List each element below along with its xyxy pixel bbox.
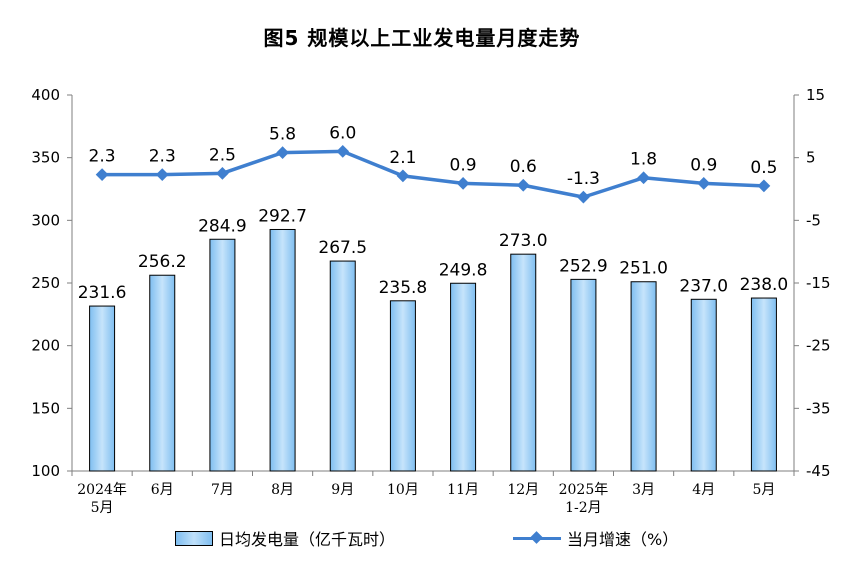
legend-bar-label: 日均发电量（亿千瓦时） — [219, 530, 396, 549]
y-right-tick-label: 5 — [806, 149, 816, 167]
x-tick-label: 2024年 — [77, 482, 127, 498]
line-data-label: -1.3 — [567, 169, 600, 189]
legend-line-label: 当月增速（%） — [567, 530, 679, 549]
growth-line — [102, 149, 764, 199]
line-data-label: 2.5 — [209, 145, 236, 165]
chart-title: 图5 规模以上工业发电量月度走势 — [263, 26, 581, 50]
bar-data-label: 284.9 — [198, 216, 247, 236]
data-labels: 231.6 256.2 284.9 292.7 267.5 235.8 249.8 273.0… — [78, 123, 789, 303]
x-tick-label: 3月 — [632, 482, 655, 498]
bar-data-label: 273.0 — [499, 231, 548, 251]
line-data-label: 2.1 — [389, 148, 416, 168]
x-tick-label: 4月 — [692, 482, 715, 498]
y-left-tick-label: 350 — [31, 149, 60, 167]
line-point-marker — [396, 169, 410, 183]
bar — [450, 282, 477, 472]
line-data-label: 2.3 — [89, 147, 116, 167]
x-tick-label: 10月 — [387, 482, 419, 498]
legend-line-swatch — [513, 531, 561, 545]
bar — [510, 253, 537, 472]
legend-bar-swatch — [175, 530, 213, 546]
bar-data-label: 231.6 — [78, 283, 127, 303]
line-point-marker — [637, 171, 650, 185]
bar-data-label: 256.2 — [138, 252, 187, 272]
x-tick-label: 5月 — [91, 500, 114, 516]
y-left-tick-label: 200 — [31, 337, 60, 355]
y-right-tick-label: -35 — [806, 399, 831, 417]
bar-data-label: 252.9 — [559, 256, 608, 276]
line-data-label: 1.8 — [630, 150, 657, 170]
bar-data-label: 238.0 — [740, 275, 789, 295]
bar-data-label: 251.0 — [619, 259, 668, 279]
x-tick-label: 6月 — [151, 482, 174, 498]
line-point-marker — [516, 178, 530, 192]
line-data-label: 2.3 — [149, 147, 176, 167]
y-right-tick-label: -45 — [806, 462, 831, 480]
line-series — [95, 145, 771, 204]
x-tick-label: 12月 — [507, 482, 539, 498]
line-point-marker — [697, 176, 711, 190]
line-point-marker — [95, 168, 109, 181]
y-left-tick-label: 400 — [31, 86, 60, 104]
y-right-tick-label: 15 — [806, 86, 825, 104]
x-tick-label: 1-2月 — [565, 500, 602, 516]
line-data-label: 6.0 — [329, 123, 356, 143]
line-data-label: 0.9 — [450, 155, 477, 175]
x-tick-label: 8月 — [271, 482, 294, 498]
y-left-tick-label: 150 — [31, 399, 60, 417]
x-tick-label: 5月 — [752, 482, 775, 498]
line-data-label: 0.5 — [750, 158, 777, 178]
y-left-tick-label: 300 — [31, 211, 60, 229]
bar-data-label: 235.8 — [379, 278, 428, 298]
line-point-marker — [155, 168, 169, 181]
line-point-marker — [577, 190, 590, 204]
bar — [570, 278, 597, 472]
x-tick-label: 2025年 — [559, 482, 609, 498]
bar-series — [89, 228, 777, 472]
bar — [209, 238, 236, 472]
line-point-marker — [757, 179, 771, 193]
legend-item-line: 当月增速（%） — [513, 526, 678, 550]
bar — [389, 300, 416, 472]
bar-data-label: 249.8 — [439, 260, 488, 280]
y-right-tick-label: -5 — [806, 211, 821, 229]
line-data-label: 0.9 — [690, 155, 717, 175]
y-left-tick-label: 100 — [31, 462, 60, 480]
line-data-label: 0.6 — [510, 157, 537, 177]
bar — [630, 281, 657, 472]
bar — [329, 260, 356, 472]
bar — [690, 298, 717, 472]
y-right-tick-label: -25 — [806, 337, 831, 355]
legend-line-marker — [530, 531, 543, 544]
x-tick-label: 9月 — [331, 482, 354, 498]
bar — [89, 305, 116, 472]
x-tick-label: 7月 — [211, 482, 234, 498]
bar-data-label: 267.5 — [318, 238, 367, 258]
bar — [149, 274, 176, 472]
line-point-marker — [276, 146, 289, 160]
y-right-tick-label: -15 — [806, 274, 831, 292]
line-data-label: 5.8 — [269, 125, 296, 145]
bar — [750, 297, 777, 472]
legend-item-bar: 日均发电量（亿千瓦时） — [175, 526, 395, 550]
line-point-marker — [216, 166, 229, 180]
bar-data-label: 292.7 — [258, 206, 307, 226]
line-point-marker — [336, 145, 350, 158]
axes: 100 150 200 250 300 350 400 -45 -35 -25 -15 -5 5 15 20… — [31, 86, 830, 516]
y-left-tick-label: 250 — [31, 274, 60, 292]
line-point-marker — [456, 176, 470, 190]
x-tick-label: 11月 — [447, 482, 479, 498]
bar — [269, 228, 296, 472]
bar-data-label: 237.0 — [679, 276, 728, 296]
